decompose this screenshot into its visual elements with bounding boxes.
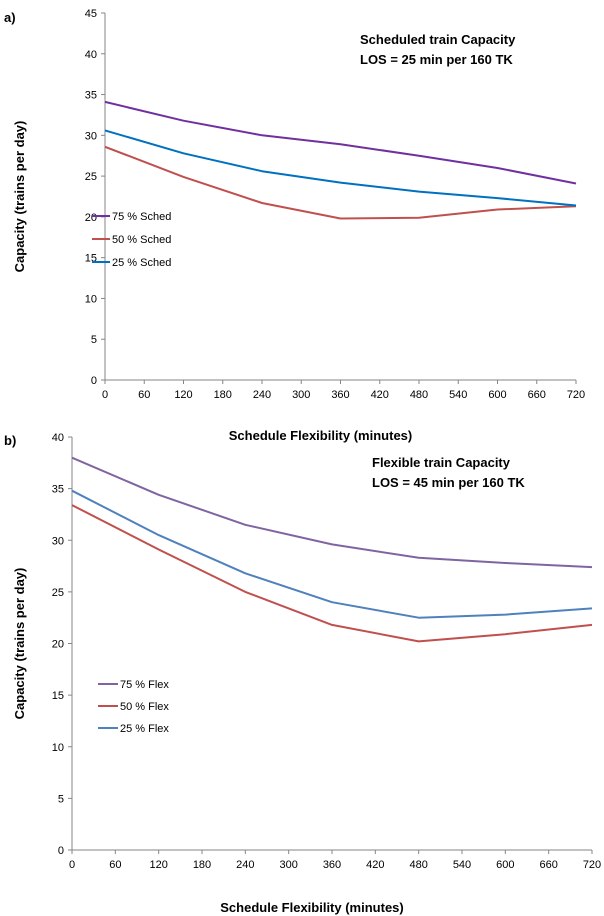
- x-tick-label: 180: [214, 389, 232, 401]
- x-tick-label: 480: [410, 389, 428, 401]
- x-tick-label: 540: [453, 859, 471, 871]
- y-tick-label: 35: [52, 484, 64, 496]
- legend: 75 % Sched 50 % Sched 25 % Sched: [92, 211, 171, 269]
- x-tick-label: 240: [236, 859, 254, 871]
- y-tick-label: 0: [58, 845, 64, 857]
- legend-label: 25 % Sched: [112, 257, 171, 269]
- x-tick-label: 60: [138, 389, 150, 401]
- legend-label: 75 % Flex: [120, 679, 169, 691]
- x-tick-label: 120: [174, 389, 192, 401]
- x-tick-label: 660: [539, 859, 557, 871]
- chart-annotation-line: Flexible train Capacity: [372, 455, 511, 470]
- y-tick-label: 25: [52, 587, 64, 599]
- chart-annotation-line: LOS = 45 min per 160 TK: [372, 475, 525, 490]
- x-tick-label: 600: [488, 389, 506, 401]
- series-line-2: [71, 504, 593, 643]
- x-tick-label: 600: [496, 859, 514, 871]
- y-tick-label: 15: [52, 690, 64, 702]
- x-axis-title: Schedule Flexibility (minutes): [229, 428, 412, 443]
- x-tick-label: 540: [449, 389, 467, 401]
- y-tick-label: 5: [91, 334, 97, 346]
- series-line-3: [71, 489, 593, 619]
- x-tick-label: 300: [292, 389, 310, 401]
- chart-annotation-line: Scheduled train Capacity: [360, 32, 516, 47]
- y-tick-label: 20: [85, 212, 97, 224]
- x-tick-label: 720: [583, 859, 601, 871]
- x-tick-label: 0: [69, 859, 75, 871]
- x-tick-label: 360: [323, 859, 341, 871]
- y-tick-label: 45: [85, 8, 97, 20]
- y-tick-label: 30: [52, 535, 64, 547]
- y-tick-label: 25: [85, 171, 97, 183]
- legend-label: 50 % Sched: [112, 234, 171, 246]
- y-tick-label: 20: [52, 639, 64, 651]
- y-tick-label: 35: [85, 90, 97, 102]
- x-tick-label: 180: [193, 859, 211, 871]
- x-tick-label: 660: [528, 389, 546, 401]
- y-tick-label: 10: [85, 293, 97, 305]
- x-tick-label: 300: [279, 859, 297, 871]
- x-tick-label: 60: [109, 859, 121, 871]
- x-tick-label: 240: [253, 389, 271, 401]
- chart-annotation-line: LOS = 25 min per 160 TK: [360, 52, 513, 67]
- x-tick-label: 360: [331, 389, 349, 401]
- x-tick-label: 120: [149, 859, 167, 871]
- legend-label: 75 % Sched: [112, 211, 171, 223]
- x-tick-label: 420: [371, 389, 389, 401]
- y-tick-label: 40: [52, 432, 64, 444]
- x-tick-label: 420: [366, 859, 384, 871]
- x-tick-label: 720: [567, 389, 585, 401]
- y-tick-label: 0: [91, 375, 97, 387]
- y-axis-title: Capacity (trains per day): [12, 121, 27, 273]
- legend-label: 50 % Flex: [120, 701, 169, 713]
- chart-b: b) 0 5 10 15 20 25 30 35 40 0 60 120 180 240 300 360 420 4…: [4, 432, 601, 915]
- y-axis-title: Capacity (trains per day): [12, 568, 27, 720]
- panel-label: b): [4, 433, 16, 448]
- y-tick-label: 40: [85, 49, 97, 61]
- panel-label: a): [4, 10, 16, 25]
- series-line-3: [104, 129, 577, 207]
- x-tick-label: 480: [409, 859, 427, 871]
- series-line-2: [104, 145, 577, 220]
- legend-label: 25 % Flex: [120, 723, 169, 735]
- y-tick-label: 30: [85, 130, 97, 142]
- y-tick-label: 10: [52, 742, 64, 754]
- legend: 75 % Flex 50 % Flex 25 % Flex: [98, 679, 169, 735]
- x-axis-title: Schedule Flexibility (minutes): [220, 900, 403, 915]
- series-line-1: [71, 456, 593, 569]
- series-line-1: [104, 100, 577, 185]
- y-tick-label: 5: [58, 793, 64, 805]
- x-tick-label: 0: [102, 389, 108, 401]
